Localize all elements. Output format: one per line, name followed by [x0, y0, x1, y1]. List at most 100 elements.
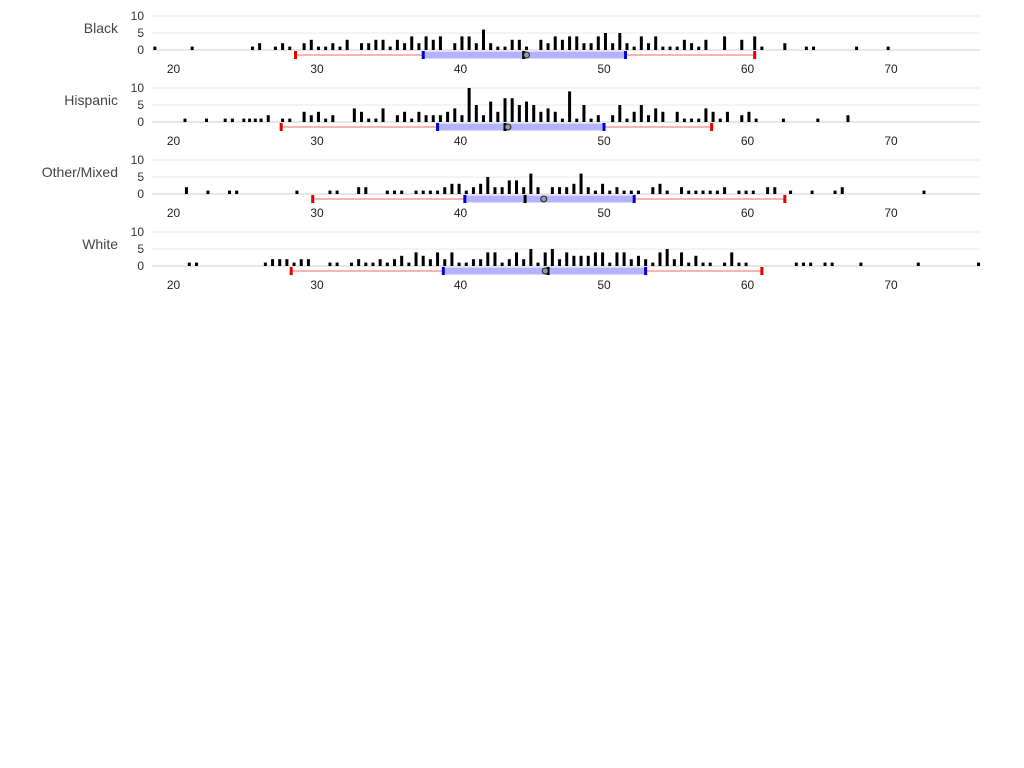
histogram-bar: [328, 190, 332, 194]
histogram-bar: [385, 190, 389, 194]
histogram-bar: [658, 252, 662, 266]
histogram-bar: [335, 190, 339, 194]
median-marker: [523, 195, 527, 203]
histogram-bar: [589, 118, 593, 122]
histogram-bar: [489, 43, 493, 50]
histogram-bar: [723, 262, 727, 266]
group-label: Black: [84, 20, 119, 36]
histogram-bar: [464, 190, 468, 194]
histogram-bar: [335, 262, 339, 266]
histogram-bar: [560, 118, 564, 122]
x-tick-label: 60: [741, 62, 755, 76]
y-tick-label: 0: [137, 115, 144, 129]
histogram-bar: [639, 105, 643, 122]
histogram-bar: [417, 43, 421, 50]
histogram-bar: [632, 111, 636, 122]
histogram-bar: [608, 190, 612, 194]
histogram-bar: [568, 91, 572, 122]
histogram-bar: [833, 190, 837, 194]
histogram-bar: [855, 46, 859, 50]
histogram-bar: [316, 46, 320, 50]
histogram-bar: [507, 259, 511, 266]
histogram-bar: [460, 36, 464, 50]
histogram-bar: [723, 187, 727, 194]
histogram-bar: [525, 101, 529, 122]
histogram-bar: [446, 111, 450, 122]
histogram-bar: [464, 262, 468, 266]
histogram-bar: [846, 115, 850, 122]
histogram-bar: [636, 190, 640, 194]
x-tick-label: 20: [167, 206, 181, 220]
histogram-bar: [271, 259, 275, 266]
histogram-bar: [417, 111, 421, 122]
histogram-bar: [708, 190, 712, 194]
histogram-bar: [410, 36, 414, 50]
histogram-bar: [302, 43, 306, 50]
histogram-bar: [288, 46, 292, 50]
histogram-bar: [760, 46, 764, 50]
histogram-bar: [747, 111, 751, 122]
histogram-bar: [665, 249, 669, 266]
histogram-bar: [393, 259, 397, 266]
histogram-bar: [589, 43, 593, 50]
mean-marker: [541, 267, 549, 275]
histogram-bar: [647, 115, 651, 122]
histogram-bar: [651, 187, 655, 194]
histogram-bar: [525, 46, 529, 50]
whisker-cap: [294, 51, 298, 59]
histogram-bar: [629, 259, 633, 266]
histogram-bar: [579, 173, 583, 194]
histogram-bar: [266, 115, 270, 122]
histogram-bar: [385, 262, 389, 266]
histogram-bar: [694, 190, 698, 194]
histogram-bar: [704, 39, 708, 50]
histogram-bar: [586, 255, 590, 266]
y-tick-label: 10: [131, 225, 145, 239]
histogram-bar: [810, 190, 814, 194]
histogram-bar: [292, 262, 296, 266]
whisker-cap: [783, 195, 787, 203]
histogram-bar: [357, 259, 361, 266]
x-tick-label: 70: [884, 206, 898, 220]
histogram-bar: [661, 111, 665, 122]
histogram-bar: [687, 190, 691, 194]
histogram-bar: [701, 190, 705, 194]
histogram-bar: [421, 190, 425, 194]
quartile-cap: [632, 195, 636, 203]
x-tick-label: 70: [884, 278, 898, 292]
histogram-bar: [625, 43, 629, 50]
histogram-bar: [443, 187, 447, 194]
histogram-bar: [539, 39, 543, 50]
histogram-bar: [608, 262, 612, 266]
histogram-bar: [331, 43, 335, 50]
histogram-bar: [804, 46, 808, 50]
histogram-bar: [407, 262, 411, 266]
histogram-bar: [400, 255, 404, 266]
histogram-bar: [651, 262, 655, 266]
histogram-bar: [625, 118, 629, 122]
histogram-bar: [403, 43, 407, 50]
histogram-bar: [697, 118, 701, 122]
panel-black: Black 0 5 10 20 30 40 50 60 70: [84, 9, 980, 76]
histogram-bar: [235, 190, 239, 194]
histogram-bar: [395, 115, 399, 122]
histogram-bar: [644, 259, 648, 266]
histogram-bar: [840, 187, 844, 194]
histogram-bar: [194, 262, 198, 266]
whisker-cap: [311, 195, 315, 203]
histogram-bar: [288, 118, 292, 122]
histogram-bar: [273, 46, 277, 50]
x-tick-label: 20: [167, 278, 181, 292]
histogram-bar: [457, 262, 461, 266]
y-tick-label: 0: [137, 187, 144, 201]
x-tick-label: 50: [597, 62, 611, 76]
histogram-bar: [639, 36, 643, 50]
histogram-bar: [436, 252, 440, 266]
histogram-bar: [596, 36, 600, 50]
mean-marker: [540, 195, 548, 203]
histogram-bar: [680, 187, 684, 194]
histogram-bar: [450, 252, 454, 266]
histogram-bar: [381, 39, 385, 50]
histogram-bar: [414, 252, 418, 266]
histogram-bar: [682, 118, 686, 122]
